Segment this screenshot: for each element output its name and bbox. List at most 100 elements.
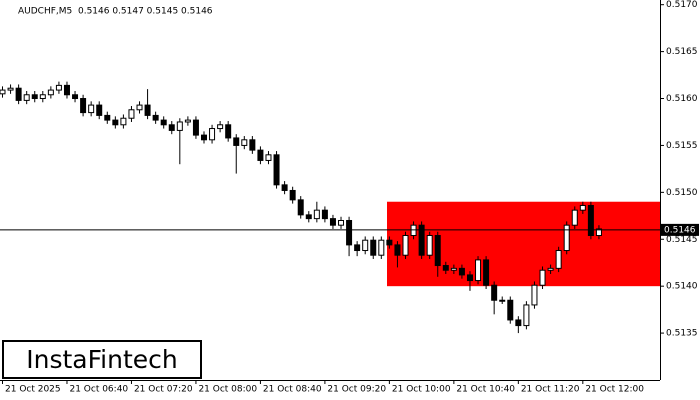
- candle-body: [201, 134, 207, 141]
- candle-body: [55, 84, 62, 91]
- y-tick-label: 0.5150: [666, 188, 698, 198]
- candle-body: [354, 244, 361, 252]
- y-tick-label: 0.5145: [666, 235, 698, 245]
- candle-body: [595, 228, 602, 237]
- candle-body: [209, 128, 216, 141]
- candle-body: [128, 109, 135, 119]
- candle-body: [563, 224, 570, 252]
- candle-body: [386, 239, 393, 246]
- candle-body: [176, 121, 183, 131]
- candle-body: [321, 209, 328, 220]
- candle-body: [394, 244, 401, 256]
- x-tick-label: 21 Oct 08:00: [198, 385, 257, 395]
- y-tick-label: 0.5170: [666, 0, 698, 10]
- candle-layer: [0, 81, 660, 334]
- candle-body: [63, 84, 70, 96]
- y-tick-label: 0.5165: [666, 47, 698, 57]
- candle-body: [39, 94, 46, 100]
- candle-body: [587, 204, 594, 237]
- candle-body: [88, 104, 95, 114]
- candle-body: [265, 154, 272, 161]
- candle-body: [168, 124, 175, 131]
- candle-body: [555, 250, 562, 269]
- candle-body: [450, 267, 457, 271]
- x-tick-label: 21 Oct 08:40: [263, 385, 322, 395]
- candle-body: [458, 267, 465, 276]
- candle-body: [523, 304, 530, 327]
- x-tick-label: 21 Oct 10:00: [392, 385, 451, 395]
- candle-body: [47, 89, 54, 96]
- candle-body: [579, 204, 586, 211]
- x-tick-label: 21 Oct 12:00: [585, 385, 644, 395]
- candle-body: [72, 94, 79, 100]
- candle-body: [136, 104, 143, 111]
- candle-body: [426, 235, 433, 256]
- candle-body: [346, 219, 353, 246]
- logo-box: [2, 340, 202, 379]
- logo: InstaFintech: [26, 345, 178, 374]
- candle-body: [225, 124, 232, 139]
- y-tick-label: 0.5140: [666, 282, 698, 292]
- y-tick-label: 0.5135: [666, 329, 698, 339]
- candle-body: [483, 259, 490, 286]
- candle-body: [7, 87, 14, 91]
- current-price-label: 0.5146: [664, 225, 696, 235]
- candle-body: [305, 214, 312, 220]
- candle-body: [329, 218, 336, 226]
- candle-body: [289, 189, 296, 201]
- candle-body: [152, 114, 159, 121]
- candle-body: [273, 154, 280, 186]
- candle-body: [31, 94, 38, 100]
- candle-body: [370, 239, 377, 256]
- candle-body: [547, 267, 554, 271]
- candle-body: [515, 319, 522, 327]
- candle-body: [80, 98, 87, 114]
- candle-body: [475, 259, 482, 282]
- candle-body: [15, 87, 22, 101]
- y-tick-label: 0.5160: [666, 94, 698, 104]
- candle-body: [499, 299, 506, 302]
- candle-body: [507, 299, 514, 321]
- x-tick-label: 21 Oct 09:20: [327, 385, 386, 395]
- candle-body: [217, 124, 224, 130]
- candle-body: [96, 104, 103, 116]
- candle-body: [192, 119, 199, 136]
- candle-body: [531, 284, 538, 306]
- candle-body: [112, 119, 119, 126]
- candle-body: [120, 117, 127, 126]
- x-tick-label: 21 Oct 2025: [5, 385, 61, 395]
- candle-body: [23, 94, 30, 101]
- candle-body: [297, 199, 304, 216]
- x-tick-label: 21 Oct 10:40: [456, 385, 515, 395]
- candle-body: [233, 137, 240, 146]
- candle-body: [184, 119, 191, 123]
- candle-body: [160, 119, 167, 126]
- candle-body: [257, 149, 264, 161]
- candle-body: [104, 114, 111, 121]
- candle-body: [571, 209, 578, 226]
- candle-body: [241, 139, 248, 146]
- candle-body: [418, 224, 425, 256]
- y-tick-label: 0.5155: [666, 141, 698, 151]
- x-tick-label: 21 Oct 07:20: [134, 385, 193, 395]
- candle-body: [539, 269, 546, 286]
- candle-body: [466, 274, 473, 282]
- candle-body: [491, 284, 498, 301]
- candle-body: [249, 139, 256, 151]
- chart-title: AUDCHF,M5 0.5146 0.5147 0.5145 0.5146: [18, 7, 213, 17]
- candle-body: [281, 184, 288, 191]
- candle-body: [313, 209, 320, 220]
- candle-body: [338, 219, 345, 226]
- current-price-box: [661, 223, 699, 236]
- candle-body: [378, 239, 385, 256]
- candle-body: [0, 89, 6, 95]
- x-tick-label: 21 Oct 11:20: [521, 385, 580, 395]
- candle-body: [362, 239, 369, 252]
- candle-body: [442, 265, 449, 271]
- candle-body: [434, 235, 441, 267]
- candle-body: [144, 104, 151, 116]
- x-tick-label: 21 Oct 06:40: [69, 385, 128, 395]
